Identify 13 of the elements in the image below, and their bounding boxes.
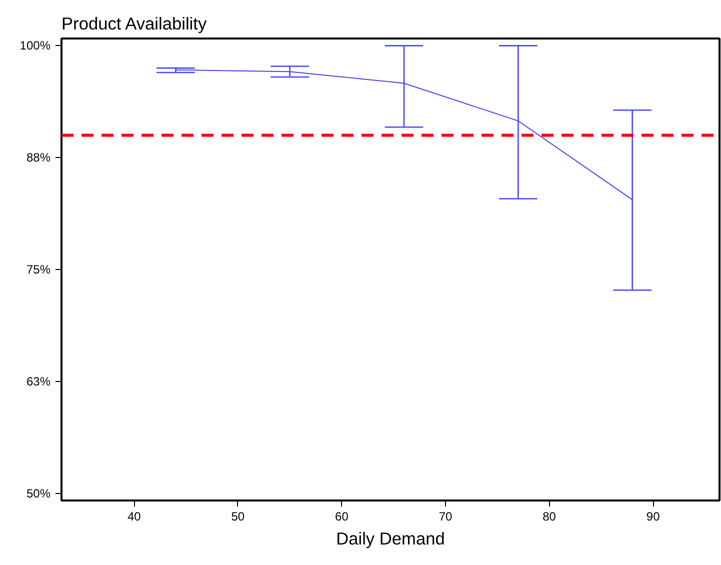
- y-tick-label: 75%: [26, 262, 51, 276]
- y-tick-label: 100%: [20, 38, 51, 53]
- chart-title: Product Availability: [62, 14, 207, 34]
- x-tick-label: 70: [438, 510, 453, 524]
- x-axis-title: Daily Demand: [336, 528, 445, 548]
- x-tick-label: 50: [231, 510, 245, 524]
- x-tick-label: 90: [646, 510, 660, 524]
- y-tick-label: 88%: [26, 150, 51, 165]
- x-tick-label: 40: [127, 510, 142, 524]
- x-tick-label: 80: [542, 510, 556, 524]
- y-tick-label: 50%: [26, 486, 51, 500]
- x-tick-label: 60: [335, 510, 349, 524]
- y-tick-label: 63%: [26, 374, 51, 388]
